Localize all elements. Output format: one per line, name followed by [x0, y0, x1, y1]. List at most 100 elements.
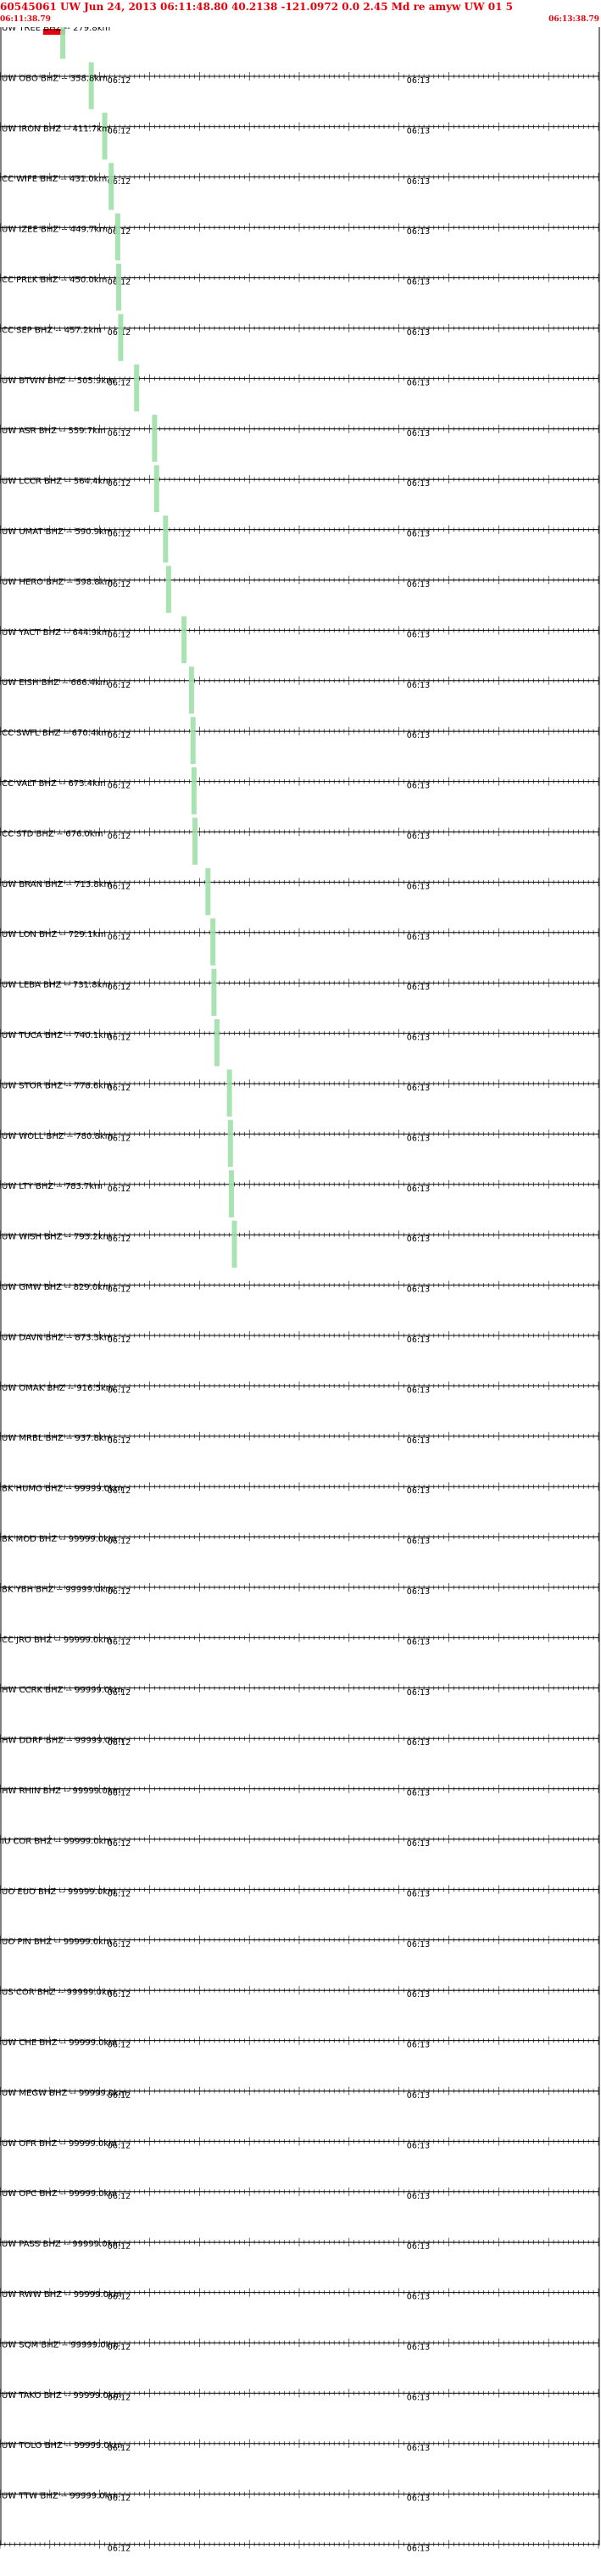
station-label: CC WIFE BHZ -- 431.0km [2, 175, 107, 184]
station-label: UO EUO BHZ -- 99999.0km [2, 1887, 116, 1897]
time-tick-label: 06:13 [407, 278, 430, 287]
time-tick-label: 06:13 [407, 2494, 430, 2503]
time-tick-label: 06:12 [108, 126, 131, 136]
time-tick-label: 06:13 [407, 2192, 430, 2201]
time-axis-ticks [0, 2087, 599, 2095]
time-axis-ticks [0, 2339, 599, 2347]
time-axis-ticks [0, 2389, 599, 2398]
time-tick-label: 06:12 [108, 681, 131, 690]
time-axis-ticks [0, 2238, 599, 2247]
time-axis-ticks [0, 1331, 599, 1340]
station-label: UW HERO BHZ -- 598.8km [2, 577, 113, 587]
time-tick-label: 06:12 [108, 1486, 131, 1496]
station-label: UW LON BHZ -- 729.1km [2, 930, 106, 940]
time-tick-label: 06:13 [407, 983, 430, 992]
station-label: UW PASS BHZ -- 99999.0km [2, 2240, 120, 2250]
time-axis-ticks [0, 1532, 599, 1542]
time-tick-label: 06:12 [108, 2393, 131, 2402]
time-axis-ticks [0, 777, 599, 786]
time-tick-label: 06:12 [108, 882, 131, 891]
time-tick-label: 06:13 [407, 1738, 430, 1748]
time-axis-ticks [0, 525, 599, 534]
time-tick-label: 06:12 [108, 429, 131, 438]
station-label: US COR BHZ -- 99999.0km [2, 1988, 115, 1998]
station-label: IU COR BHZ -- 99999.0km [2, 1837, 112, 1846]
time-tick-label: 06:13 [407, 1537, 430, 1547]
station-label: UW BTWN BHZ -- 505.9km [2, 376, 114, 386]
station-label: UW SQM BHZ -- 99999.0km [2, 2340, 119, 2350]
p-pick-marker [188, 666, 194, 714]
time-tick-label: 06:13 [407, 933, 430, 942]
time-tick-label: 06:12 [108, 378, 131, 388]
p-pick-marker [134, 364, 140, 412]
time-tick-label: 06:12 [108, 1436, 131, 1446]
time-tick-label: 06:12 [108, 630, 131, 639]
time-tick-label: 06:12 [108, 1185, 131, 1194]
p-pick-marker [231, 1220, 237, 1268]
time-tick-label: 06:12 [108, 2343, 131, 2352]
time-axis-ticks [0, 2288, 599, 2297]
time-tick-label: 06:12 [108, 2494, 131, 2503]
time-tick-label: 06:13 [407, 227, 430, 237]
time-axis-ticks [0, 979, 599, 988]
time-tick-label: 06:12 [108, 1084, 131, 1093]
p-pick-marker [190, 716, 196, 764]
time-axis-ticks [0, 1079, 599, 1088]
time-axis-ticks [0, 2490, 599, 2499]
time-axis-ticks [0, 1633, 599, 1642]
start-time-label: 06:11:38.79 [0, 15, 51, 24]
time-axis-ticks [0, 2036, 599, 2045]
time-tick-label: 06:13 [407, 177, 430, 187]
time-tick-label: 06:12 [108, 1637, 131, 1647]
time-tick-label: 06:13 [407, 630, 430, 639]
p-pick-marker [226, 1069, 232, 1117]
p-pick-marker [205, 867, 211, 916]
time-tick-label: 06:13 [407, 681, 430, 690]
p-pick-marker [163, 516, 169, 563]
time-tick-label: 06:13 [407, 1335, 430, 1345]
time-tick-label: 06:12 [108, 2444, 131, 2453]
time-tick-label: 06:13 [407, 1235, 430, 1244]
time-tick-label: 06:13 [407, 1386, 430, 1395]
time-tick-label: 06:13 [407, 1990, 430, 1999]
time-tick-label: 06:12 [108, 1688, 131, 1698]
time-tick-label: 06:12 [108, 1335, 131, 1345]
time-tick-label: 06:13 [407, 731, 430, 740]
time-tick-label: 06:13 [407, 1084, 430, 1093]
station-label: UW IRON BHZ -- 411.7km [2, 125, 110, 134]
time-tick-label: 06:12 [108, 1738, 131, 1748]
time-axis-ticks [0, 928, 599, 937]
station-label: UW LTY BHZ -- 783.7km [2, 1182, 103, 1191]
time-axis-ticks [0, 1431, 599, 1441]
time-axis-ticks [0, 1230, 599, 1240]
time-tick-label: 06:13 [407, 580, 430, 589]
time-tick-label: 06:13 [407, 2343, 430, 2352]
time-tick-label: 06:12 [108, 983, 131, 992]
record-header: 60545061 UW Jun 24, 2013 06:11:48.80 40.… [0, 0, 601, 31]
p-pick-marker [102, 112, 108, 160]
time-tick-label: 06:13 [407, 2393, 430, 2402]
time-tick-label: 06:13 [407, 2444, 430, 2453]
time-tick-label: 06:13 [407, 429, 430, 438]
time-tick-label: 06:12 [108, 1537, 131, 1547]
time-axis-ticks [0, 374, 599, 383]
record-title: 60545061 UW Jun 24, 2013 06:11:48.80 40.… [0, 1, 514, 13]
time-tick-label: 06:13 [407, 832, 430, 841]
time-tick-label: 06:12 [108, 2545, 131, 2554]
time-tick-label: 06:13 [407, 882, 430, 891]
time-tick-label: 06:13 [407, 2242, 430, 2251]
station-label: UW BRAN BHZ -- 713.8km [2, 880, 112, 889]
time-tick-label: 06:13 [407, 76, 430, 86]
time-tick-label: 06:13 [407, 1637, 430, 1647]
station-label: UW ASR BHZ -- 559.7km [2, 427, 106, 436]
time-axis-ticks [0, 475, 599, 484]
station-label: UW LCCR BHZ -- 564.4km [2, 477, 111, 487]
time-tick-label: 06:12 [108, 479, 131, 488]
time-axis-ticks [0, 878, 599, 887]
station-label: HW RHIN BHZ -- 99999.0km [2, 1787, 120, 1796]
station-label: BK HUMO BHZ -- 99999.0km [2, 1485, 123, 1494]
p-pick-marker [192, 817, 198, 865]
time-tick-label: 06:12 [108, 1940, 131, 1949]
station-label: HW DDRF BHZ -- 99999.0km [2, 1737, 124, 1746]
station-label: UW OPC BHZ -- 99999.0km [2, 2189, 117, 2199]
